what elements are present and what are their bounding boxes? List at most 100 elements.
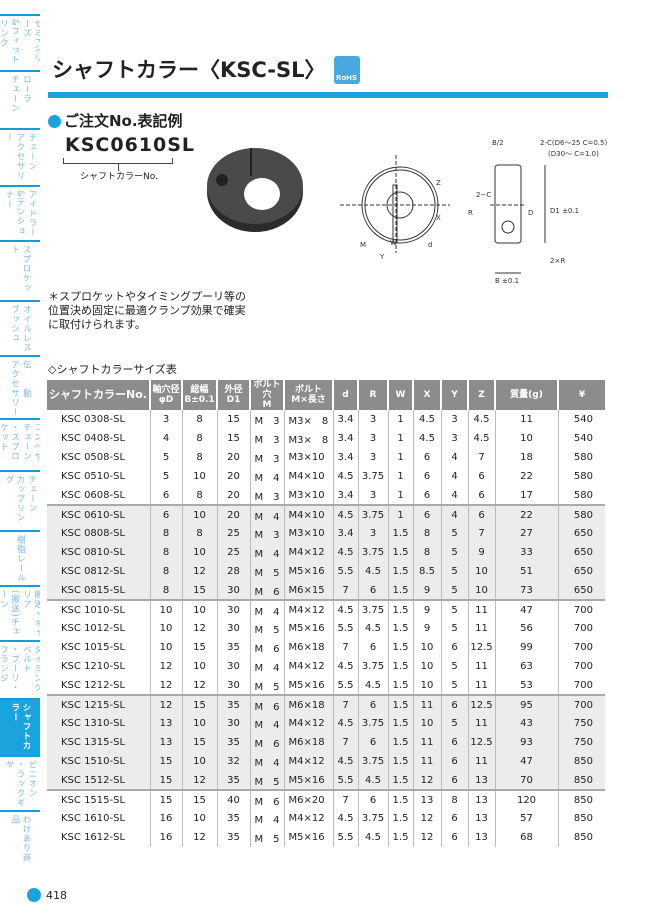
dimension-label: B ±0.1 (495, 277, 519, 285)
table-cell: 13 (413, 789, 442, 809)
table-cell: 10 (468, 562, 496, 581)
table-cell: 22 (495, 467, 559, 486)
table-cell: 5.5 (333, 619, 359, 638)
sidebar-tab[interactable]: タイミングベルト ・プーリ・フランジ (0, 640, 40, 698)
table-cell: 35 (217, 694, 251, 714)
table-cell: 850 (558, 752, 605, 771)
table-row: KSC 0808-SL 8 8 25 M 3 M3×10 3.4 3 1.5 8 5 7 27 650 (47, 524, 605, 543)
sidebar-tab[interactable]: わけあり商品 (0, 810, 40, 870)
table-cell: KSC 1015-SL (47, 638, 151, 657)
sidebar-tab[interactable]: チェーン アクセサリー (0, 128, 40, 185)
table-cell: 3.75 (358, 599, 389, 619)
table-cell: 750 (558, 714, 605, 733)
sidebar: セミFシリーズ &フィットリンク ローラ チェーン チェーン アクセサリー アイドラー &テン… (0, 14, 40, 870)
table-cell: 20 (217, 448, 251, 467)
sidebar-tab[interactable]: コンベヤチェーン ・スプロケット (0, 418, 40, 470)
table-cell: KSC 1215-SL (47, 694, 151, 714)
table-cell: 3.4 (333, 410, 359, 429)
table-cell: 3 (358, 524, 389, 543)
table-cell: 6 (150, 486, 183, 505)
column-header: Z (468, 380, 496, 410)
table-cell: 5 (441, 619, 469, 638)
table-cell: 1.5 (388, 828, 414, 847)
sidebar-tab[interactable]: アイドラー &テンショナー (0, 185, 40, 240)
table-cell: 4.5 (413, 429, 442, 448)
sidebar-tab[interactable]: 伝 動アクセサリー (0, 355, 40, 418)
table-cell: 12 (413, 771, 442, 790)
sidebar-tab[interactable]: 樹脂レール (0, 530, 40, 585)
bracket-stem (118, 164, 119, 171)
table-cell: M4×12 (284, 543, 334, 562)
table-cell: 35 (217, 809, 251, 828)
table-cell: 12 (182, 562, 218, 581)
sidebar-tab[interactable]: ピニオン ・ラックギヤ (0, 755, 40, 810)
table-cell: 8 (182, 448, 218, 467)
table-cell: 3 (358, 410, 389, 429)
bracket (63, 158, 173, 164)
table-cell: 580 (573, 471, 593, 482)
table-cell: 540 (573, 433, 593, 444)
table-cell: 1.5 (388, 599, 414, 619)
table-cell: 12.5 (468, 638, 496, 657)
sidebar-tab[interactable]: セミFシリーズ &フィットリンク (0, 14, 40, 70)
table-cell: 3.4 (333, 429, 359, 448)
table-cell: 1 (388, 429, 414, 448)
table-cell: 5 (441, 543, 469, 562)
sidebar-tab[interactable]: シャフトカラー (0, 698, 40, 755)
table-cell: 15 (182, 581, 218, 600)
dimension-label: d (428, 241, 432, 249)
table-cell: 1.5 (388, 619, 414, 638)
table-cell: KSC 1212-SL (47, 676, 151, 695)
table-cell: M 6 (250, 733, 285, 752)
table-cell: M 6 (250, 789, 285, 809)
table-cell: KSC 1512-SL (47, 771, 151, 790)
table-cell: 1.5 (388, 543, 414, 562)
column-header: シャフトカラーNo. (47, 380, 151, 410)
table-cell: 700 (573, 623, 593, 634)
table-cell: 99 (495, 638, 559, 657)
feature-note: ＊スプロケットやタイミングプーリ等の位置決め固定に最適クランプ効果で確実に取付け… (48, 290, 246, 331)
column-header: X (413, 380, 442, 410)
table-cell: 8 (182, 410, 218, 429)
table-cell: 5 (441, 676, 469, 695)
table-cell: 11 (468, 599, 496, 619)
table-cell: 5 (150, 448, 183, 467)
table-cell: 6 (358, 638, 389, 657)
table-cell: M6×18 (284, 694, 334, 714)
table-cell: 5.5 (333, 562, 359, 581)
sidebar-tab[interactable]: オイルレス ブッシュ (0, 300, 40, 355)
table-cell: 12 (182, 771, 218, 790)
column-header: Y (441, 380, 469, 410)
table-row: KSC 1215-SL 12 15 35 M 6 M6×18 7 6 1.5 11 6 12.5 95 7… (47, 694, 605, 714)
dimension-label: (D30～ C=1.0) (548, 150, 599, 158)
table-cell: M3×10 (284, 448, 334, 467)
table-header-row: シャフトカラーNo. 軸穴径 φD 総幅 B±0.1 外径 D1 ボルト穴 M ボルト M… (47, 380, 605, 410)
sidebar-tab[interactable]: スプロケット (0, 240, 40, 300)
table-row: KSC 1610-SL 16 10 35 M 4 M4×12 4.5 3.75 1.5 12 6 13… (47, 809, 605, 828)
table-cell: 5.5 (333, 828, 359, 847)
table-cell: 6 (358, 789, 389, 809)
sidebar-tab[interactable]: チェーン カップリング (0, 470, 40, 530)
table-cell: 32 (217, 752, 251, 771)
table-cell: 40 (217, 789, 251, 809)
table-cell: M4×10 (284, 467, 334, 486)
table-cell: M6×18 (284, 733, 334, 752)
sidebar-tab-label: 搬送・キャリア (21, 590, 41, 638)
sidebar-tab[interactable]: 搬送・キャリア (搬送)チェーン (0, 585, 40, 640)
sidebar-tab-label: (搬送)チェーン (0, 590, 20, 637)
sidebar-tab-label: ・プーリ・フランジ (0, 645, 20, 693)
table-cell: 6 (441, 694, 469, 714)
column-header: W (388, 380, 414, 410)
table-cell: KSC 1012-SL (47, 619, 151, 638)
sidebar-tab[interactable]: ローラ チェーン (0, 70, 40, 128)
table-cell: M4×12 (284, 809, 334, 828)
table-cell: 4.5 (333, 809, 359, 828)
table-cell: M 6 (250, 638, 285, 657)
table-row: KSC 1310-SL 13 10 30 M 4 M4×12 4.5 3.75 1.5 10 5 11… (47, 714, 605, 733)
sidebar-tab-label: ブッシュ (9, 305, 20, 343)
table-cell: M 3 (250, 524, 285, 543)
table-cell: 4.5 (333, 467, 359, 486)
table-cell: 580 (558, 504, 605, 524)
table-cell: M 5 (250, 828, 285, 847)
table-cell: 33 (495, 543, 559, 562)
